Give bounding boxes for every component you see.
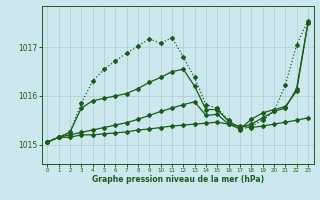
X-axis label: Graphe pression niveau de la mer (hPa): Graphe pression niveau de la mer (hPa) bbox=[92, 175, 264, 184]
